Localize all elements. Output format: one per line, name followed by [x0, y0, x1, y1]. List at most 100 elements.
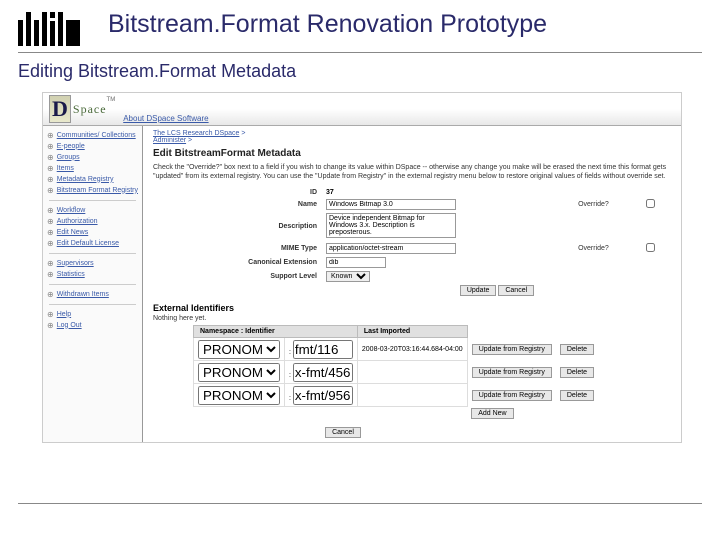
- table-row: PRONOM: Update from RegistryDelete: [194, 361, 599, 384]
- table-row: PRONOM: 2008-03-20T03:16:44.684-04:00Upd…: [194, 338, 599, 361]
- mit-logo: [18, 10, 80, 46]
- sidebar-item[interactable]: ⊕Items: [43, 163, 142, 174]
- sidebar-item[interactable]: ⊕E-people: [43, 141, 142, 152]
- update-button[interactable]: Update: [460, 285, 497, 296]
- dspace-d-icon: D: [49, 95, 71, 123]
- bullet-icon: ⊕: [47, 229, 54, 237]
- add-new-button[interactable]: Add New: [471, 408, 513, 419]
- col-identifier: Identifier: [245, 328, 275, 335]
- id-value: 37: [323, 187, 575, 197]
- sidebar: ⊕Communities/ Collections⊕E-people⊕Group…: [43, 126, 143, 442]
- slide-title: Bitstream.Format Renovation Prototype: [108, 10, 702, 39]
- sidebar-item[interactable]: ⊕Workflow: [43, 205, 142, 216]
- desc-label: Description: [153, 211, 323, 241]
- mime-override-checkbox[interactable]: [646, 243, 655, 252]
- breadcrumb: The LCS Research DSpace > Administer >: [153, 130, 671, 144]
- sidebar-item[interactable]: ⊕Log Out: [43, 320, 142, 331]
- name-input[interactable]: [326, 199, 456, 210]
- sidebar-link[interactable]: Workflow: [57, 207, 86, 214]
- bullet-icon: ⊕: [47, 143, 54, 151]
- bullet-icon: ⊕: [47, 260, 54, 268]
- cancel-button[interactable]: Cancel: [498, 285, 534, 296]
- mime-input[interactable]: [326, 243, 456, 254]
- footer-rule: [18, 503, 702, 504]
- sidebar-item[interactable]: ⊕Edit News: [43, 227, 142, 238]
- sidebar-link[interactable]: Withdrawn Items: [57, 291, 109, 298]
- page-heading: Edit BitstreamFormat Metadata: [153, 148, 671, 159]
- help-text: Check the "Override?" box next to a fiel…: [153, 163, 671, 181]
- sidebar-item[interactable]: ⊕Authorization: [43, 216, 142, 227]
- main-panel: The LCS Research DSpace > Administer > E…: [143, 126, 681, 442]
- id-label: ID: [153, 187, 323, 197]
- sidebar-item[interactable]: ⊕Help: [43, 309, 142, 320]
- sidebar-link[interactable]: Edit News: [57, 229, 89, 236]
- crumb-2[interactable]: Administer: [153, 137, 186, 144]
- name-override-checkbox[interactable]: [646, 199, 655, 208]
- bullet-icon: ⊕: [47, 187, 54, 195]
- name-label: Name: [153, 197, 323, 211]
- bullet-icon: ⊕: [47, 176, 54, 184]
- update-registry-button[interactable]: Update from Registry: [472, 344, 552, 355]
- canon-input[interactable]: [326, 257, 386, 268]
- ns-select[interactable]: PRONOM: [198, 363, 280, 382]
- about-link[interactable]: About DSpace Software: [123, 114, 208, 123]
- sidebar-link[interactable]: Help: [57, 311, 71, 318]
- col-namespace: Namespace: [200, 328, 239, 335]
- sidebar-item[interactable]: ⊕Statistics: [43, 269, 142, 280]
- sidebar-link[interactable]: Communities/ Collections: [57, 132, 136, 139]
- external-note: Nothing here yet.: [153, 315, 671, 322]
- update-registry-button[interactable]: Update from Registry: [472, 390, 552, 401]
- identifier-input[interactable]: [293, 363, 353, 382]
- sidebar-link[interactable]: Metadata Registry: [57, 176, 114, 183]
- sidebar-item[interactable]: ⊕Withdrawn Items: [43, 289, 142, 300]
- delete-button[interactable]: Delete: [560, 390, 594, 401]
- bullet-icon: ⊕: [47, 311, 54, 319]
- sidebar-link[interactable]: E-people: [57, 143, 85, 150]
- bullet-icon: ⊕: [47, 240, 54, 248]
- ns-select[interactable]: PRONOM: [198, 340, 280, 359]
- identifier-cell: :: [285, 338, 358, 361]
- sidebar-item[interactable]: ⊕Bitstream Format Registry: [43, 185, 142, 196]
- identifier-input[interactable]: [293, 340, 353, 359]
- metadata-form: ID 37 Name Override? Description: [153, 187, 671, 297]
- sidebar-link[interactable]: Authorization: [57, 218, 98, 225]
- slide-subtitle: Editing Bitstream.Format Metadata: [18, 61, 702, 82]
- crumb-1[interactable]: The LCS Research DSpace: [153, 130, 239, 137]
- dspace-wordmark: Space: [73, 102, 107, 117]
- external-table: Namespace : Identifier Last Imported PRO…: [193, 325, 598, 421]
- delete-button[interactable]: Delete: [560, 367, 594, 378]
- override-label: Override?: [575, 197, 643, 211]
- sidebar-link[interactable]: Supervisors: [57, 260, 94, 267]
- dspace-topbar: D Space TM About DSpace Software: [43, 93, 681, 126]
- table-row: PRONOM: Update from RegistryDelete: [194, 384, 599, 407]
- sidebar-item[interactable]: ⊕Groups: [43, 152, 142, 163]
- sidebar-link[interactable]: Bitstream Format Registry: [57, 187, 138, 194]
- sidebar-link[interactable]: Log Out: [57, 322, 82, 329]
- dspace-logo: D Space TM: [49, 95, 115, 123]
- sidebar-item[interactable]: ⊕Edit Default License: [43, 238, 142, 249]
- sidebar-item[interactable]: ⊕Metadata Registry: [43, 174, 142, 185]
- bullet-icon: ⊕: [47, 132, 54, 140]
- support-select[interactable]: Known: [326, 271, 370, 282]
- sidebar-item[interactable]: ⊕Communities/ Collections: [43, 130, 142, 141]
- sidebar-link[interactable]: Statistics: [57, 271, 85, 278]
- desc-input[interactable]: [326, 213, 456, 238]
- bullet-icon: ⊕: [47, 165, 54, 173]
- bullet-icon: ⊕: [47, 154, 54, 162]
- identifier-input[interactable]: [293, 386, 353, 405]
- sidebar-link[interactable]: Edit Default License: [57, 240, 119, 247]
- bullet-icon: ⊕: [47, 271, 54, 279]
- cancel-button-2[interactable]: Cancel: [325, 427, 361, 438]
- delete-button[interactable]: Delete: [560, 344, 594, 355]
- sidebar-item[interactable]: ⊕Supervisors: [43, 258, 142, 269]
- update-registry-button[interactable]: Update from Registry: [472, 367, 552, 378]
- bullet-icon: ⊕: [47, 291, 54, 299]
- sidebar-link[interactable]: Items: [57, 165, 74, 172]
- override-label-2: Override?: [575, 241, 643, 255]
- sidebar-link[interactable]: Groups: [57, 154, 80, 161]
- supp-label: Support Level: [153, 269, 323, 283]
- external-heading: External Identifiers: [153, 303, 671, 313]
- ns-select[interactable]: PRONOM: [198, 386, 280, 405]
- bullet-icon: ⊕: [47, 322, 54, 330]
- bullet-icon: ⊕: [47, 207, 54, 215]
